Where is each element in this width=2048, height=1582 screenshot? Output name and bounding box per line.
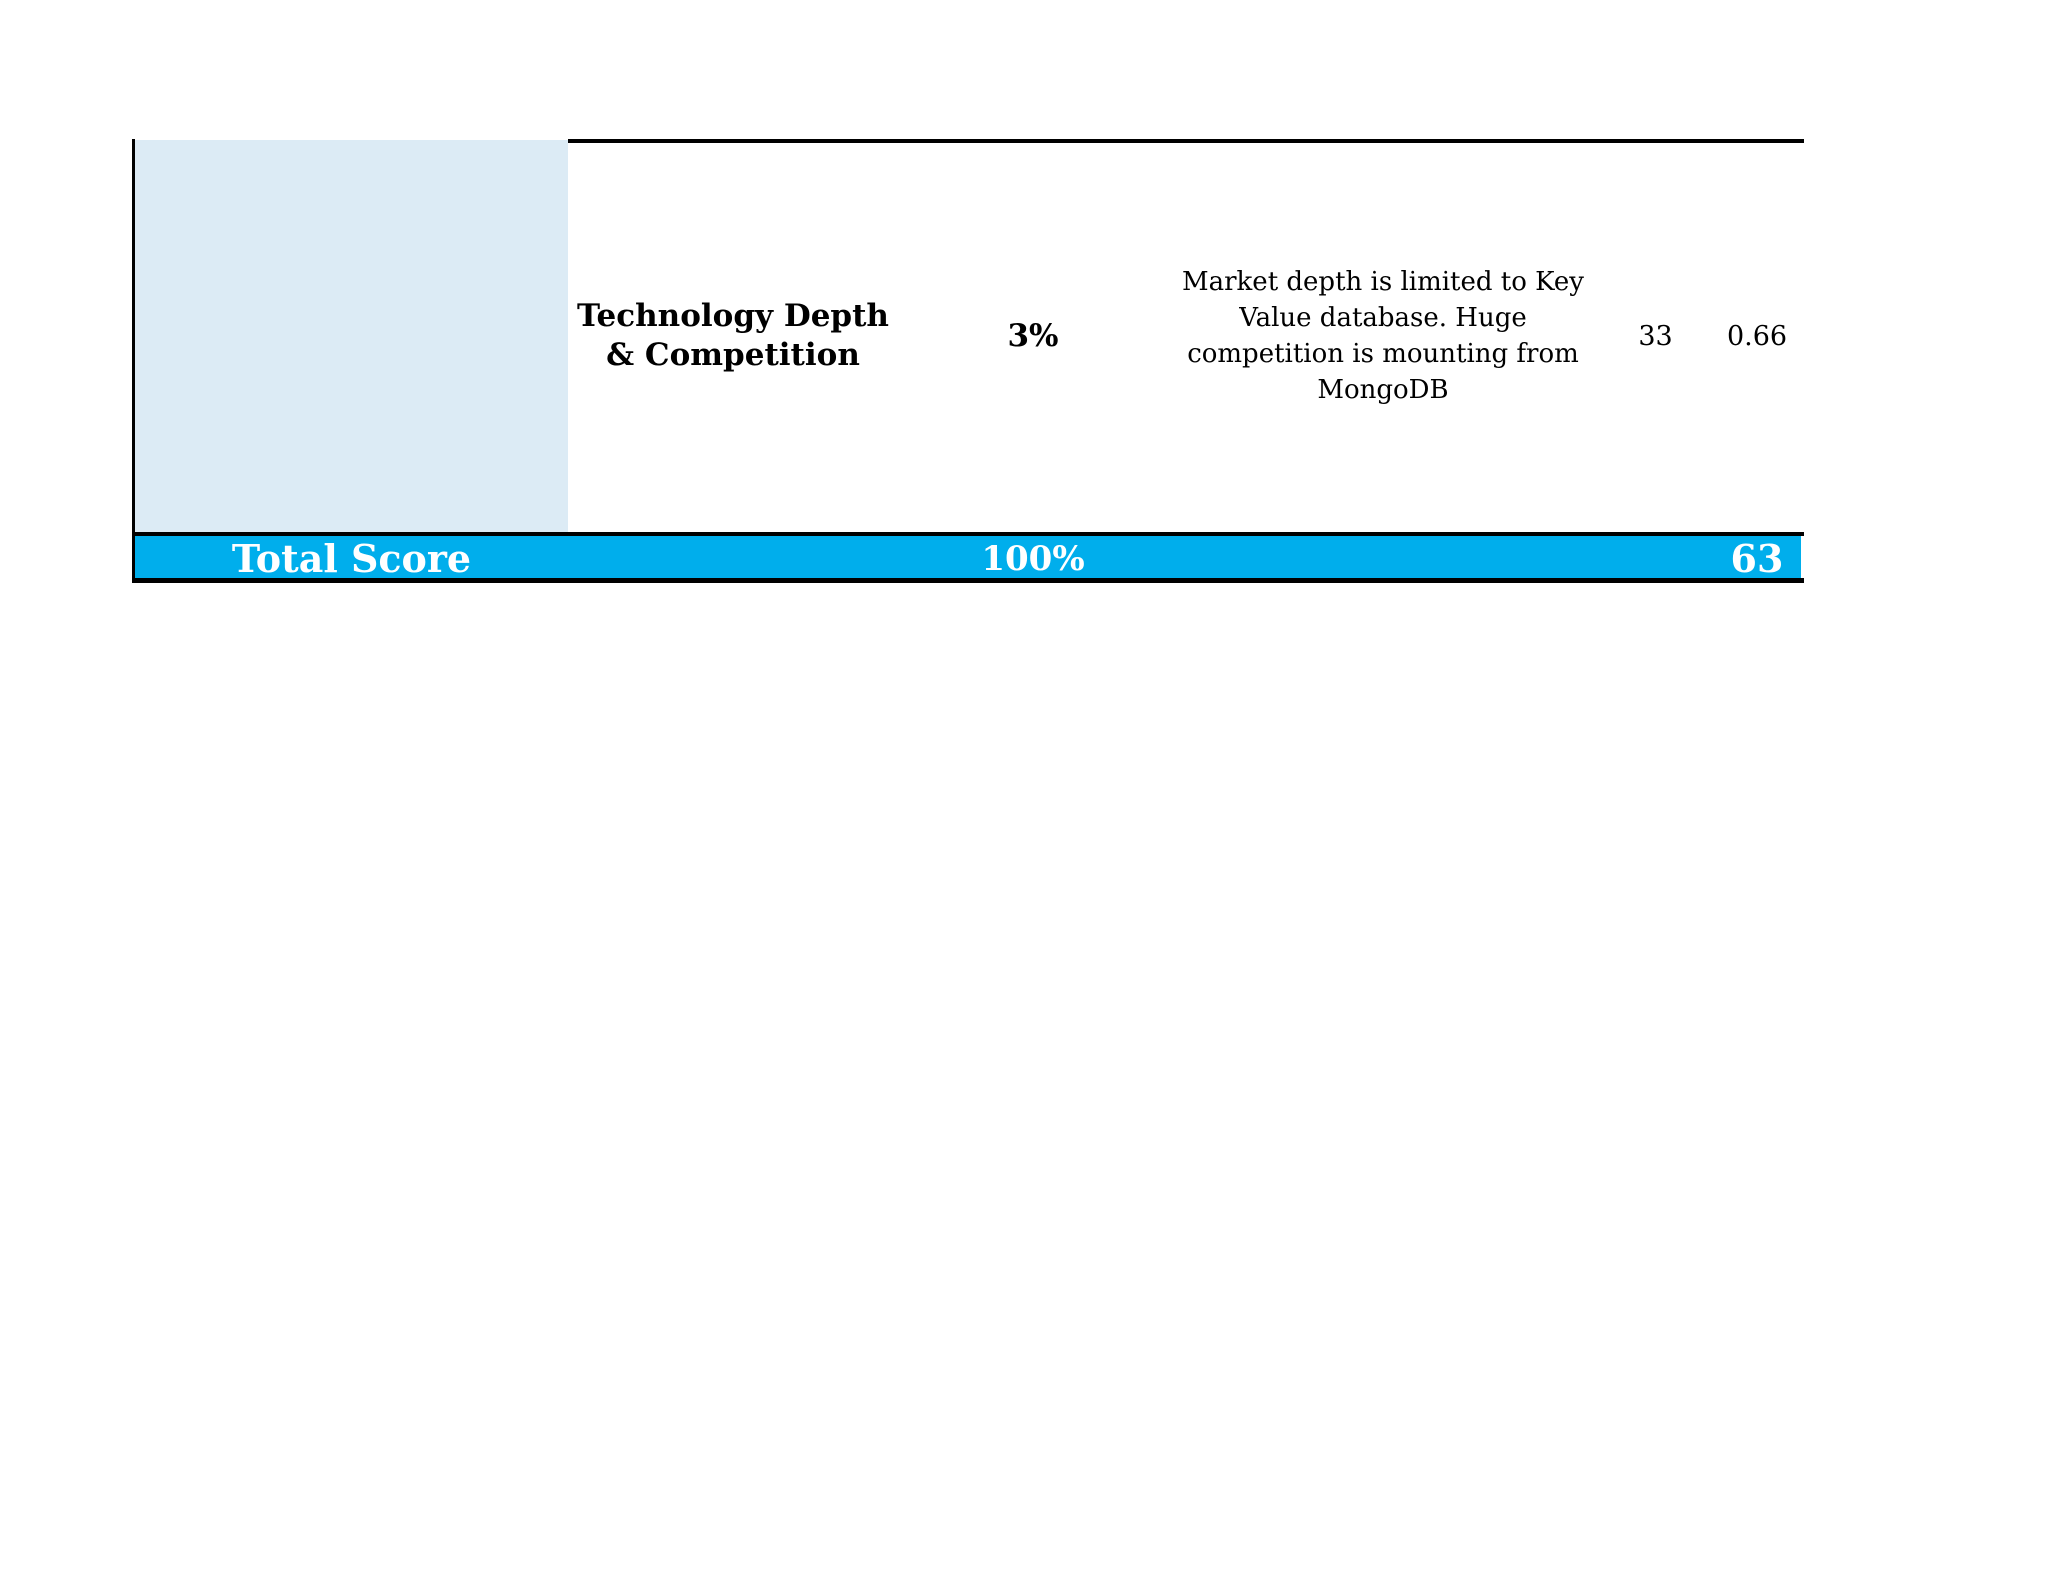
total-weight-value: 100% <box>981 538 1085 579</box>
weight-cell: 3% <box>898 140 1168 532</box>
total-row-top-border <box>132 532 1804 536</box>
weight-value: 3% <box>1007 318 1059 354</box>
table-row: Technology Depth & Competition 3% Market … <box>135 140 1801 532</box>
total-score-value: 63 <box>1730 536 1784 581</box>
criterion-text: Technology Depth & Competition <box>577 298 889 373</box>
weighted-score-cell: 0.66 <box>1713 140 1801 532</box>
scoring-table: Technology Depth & Competition 3% Market … <box>132 139 1804 583</box>
score-cell: 33 <box>1598 140 1713 532</box>
score-value: 33 <box>1638 320 1673 352</box>
criterion-cell: Technology Depth & Competition <box>568 140 898 532</box>
table-top-border <box>568 139 1804 143</box>
description-text: Market depth is limited to Key Value data… <box>1182 267 1584 405</box>
table-bottom-border <box>132 578 1804 583</box>
total-score-label: Total Score <box>231 536 472 581</box>
description-cell: Market depth is limited to Key Value data… <box>1168 140 1598 532</box>
table-left-border <box>132 139 135 583</box>
weighted-score-value: 0.66 <box>1726 320 1788 352</box>
total-score-row: Total Score 100% 63 <box>135 536 1801 581</box>
merged-empty-cell <box>135 140 568 532</box>
